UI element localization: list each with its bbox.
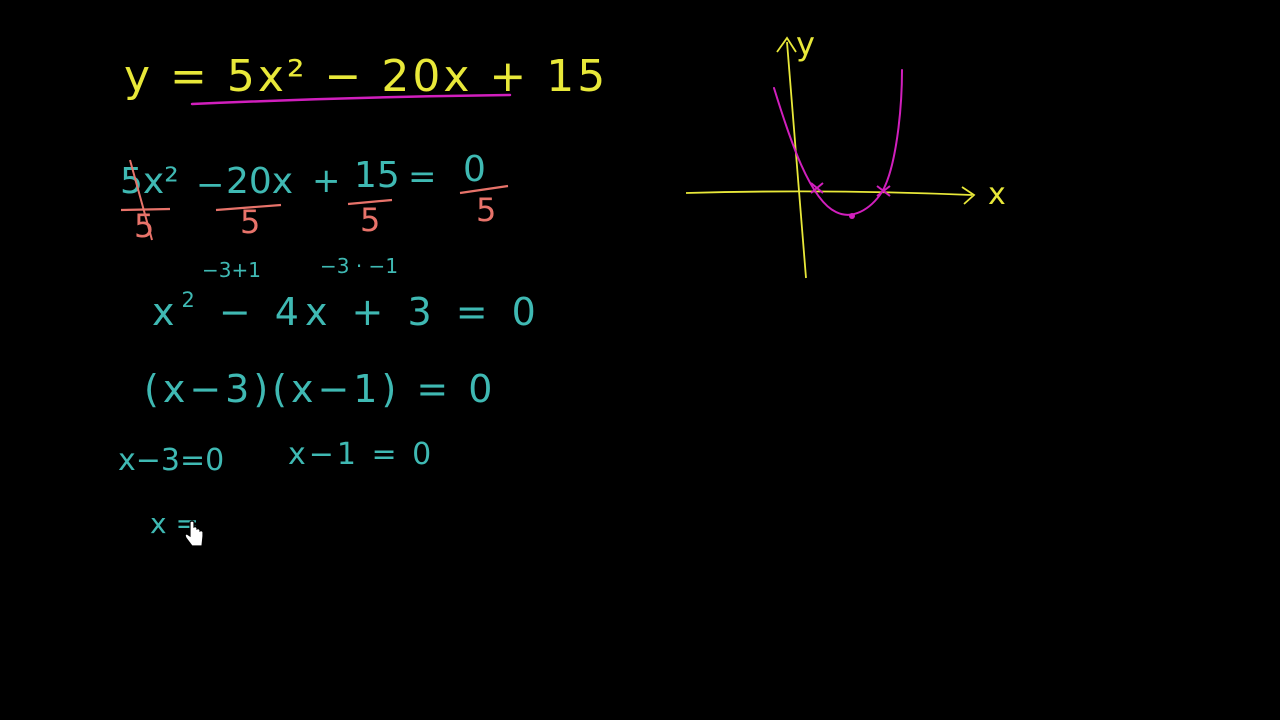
x-axis: [685, 190, 973, 196]
root-equation-left: x−3=0: [118, 443, 225, 478]
fraction-bar-4: [459, 184, 509, 195]
graph-y-label: y: [796, 25, 815, 63]
simplified-rest: − 4x + 3 = 0: [218, 289, 542, 334]
hand-pointer-icon: [184, 520, 204, 547]
denominator-3: 5: [360, 201, 381, 239]
parabola-curve: [773, 69, 903, 216]
division-term-5x2: 5x²: [120, 161, 179, 202]
simplified-exponent: 2: [181, 288, 201, 312]
main-equation-underline: [190, 93, 512, 106]
division-term-15: 15: [354, 155, 400, 196]
root-marker-2: [876, 185, 891, 197]
fraction-bar-2: [215, 203, 282, 212]
y-axis: [786, 41, 807, 279]
denominator-4: 5: [476, 191, 497, 229]
hint-product: −3 · −1: [320, 254, 399, 278]
fraction-bar-1: [120, 207, 171, 212]
simplified-x: x: [152, 289, 181, 334]
graph-x-label: x: [988, 177, 1006, 212]
denominator-1: 5: [134, 207, 155, 245]
simplified-equation: x2 − 4x + 3 = 0: [152, 290, 542, 331]
denominator-2: 5: [240, 203, 261, 241]
division-term-20x: 20x: [226, 161, 294, 202]
division-equals: =: [408, 157, 437, 197]
division-op-plus: +: [312, 161, 341, 201]
y-axis-arrow: [776, 36, 797, 53]
root-equation-right: x−1 = 0: [288, 437, 435, 472]
hint-sum: −3+1: [202, 258, 261, 282]
root-marker-1: [810, 182, 824, 194]
main-equation: y = 5x² − 20x + 15: [124, 51, 609, 102]
factored-equation: (x−3)(x−1) = 0: [144, 367, 497, 411]
vertex-point: [849, 213, 855, 219]
division-term-0: 0: [463, 149, 486, 190]
fraction-bar-3: [347, 198, 393, 206]
x-axis-arrow: [961, 186, 976, 205]
division-op-minus: −: [196, 165, 225, 205]
cancel-stroke-1: [129, 159, 153, 241]
